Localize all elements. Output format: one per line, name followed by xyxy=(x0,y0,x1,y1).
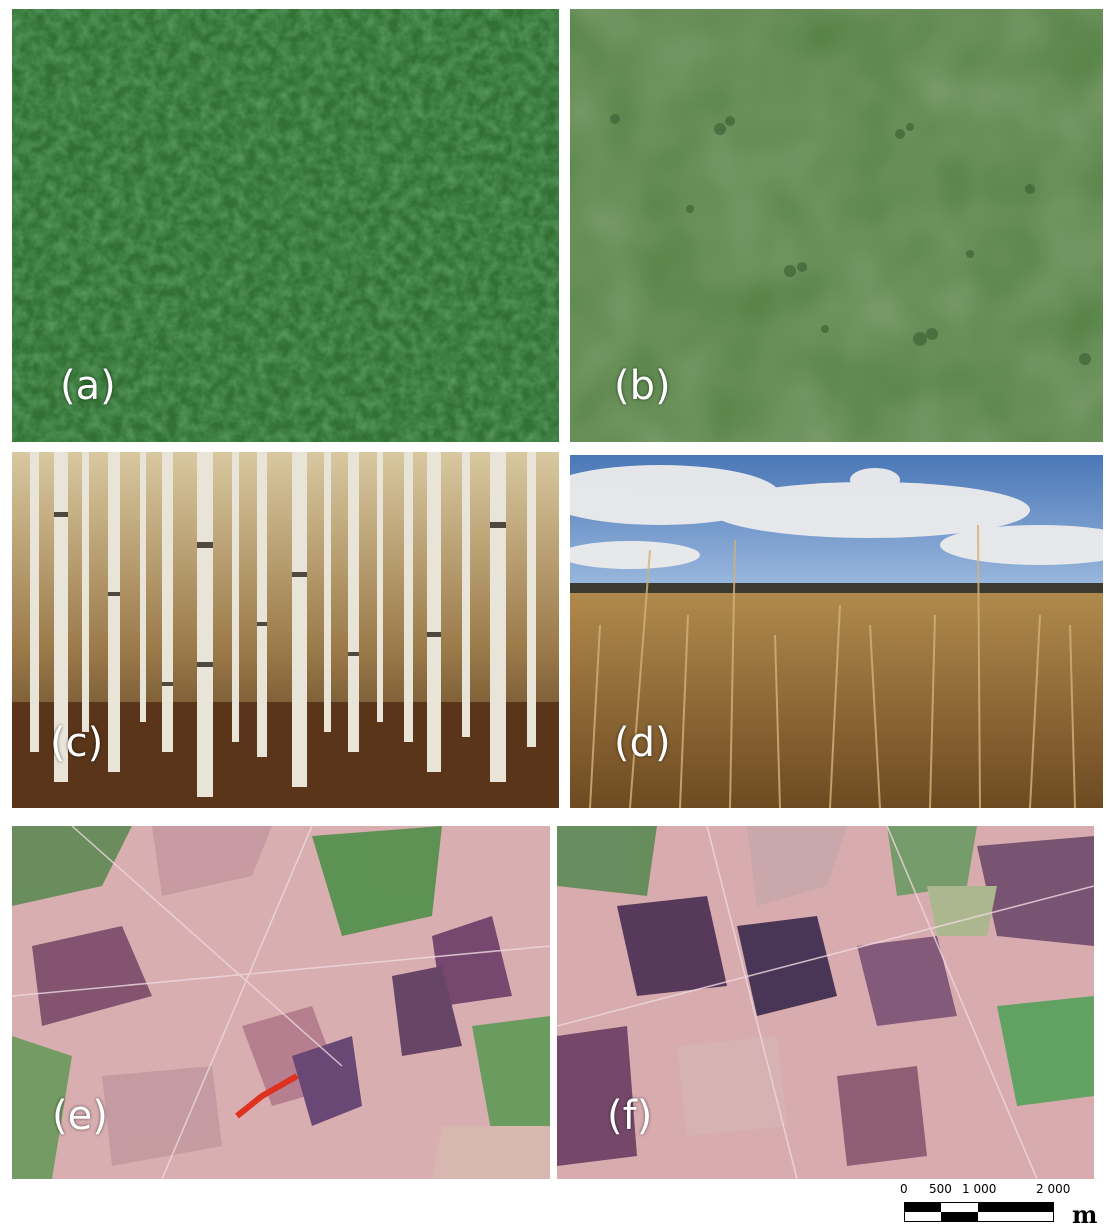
scale-unit: m xyxy=(1072,1200,1098,1229)
satellite-image-f: (f) xyxy=(557,826,1094,1179)
scale-bar: 0 500 1 000 2 000 m xyxy=(896,1182,1100,1229)
panel-label-a: (a) xyxy=(60,363,116,409)
scale-tick-500: 500 xyxy=(929,1182,952,1196)
aerial-meadow-image: (b) xyxy=(570,9,1103,442)
meadow-texture xyxy=(570,9,1103,442)
aerial-forest-image: (a) xyxy=(12,9,559,442)
scale-tick-2000: 2 000 xyxy=(1036,1182,1071,1196)
reed-field-scene xyxy=(570,455,1103,808)
scale-tick-1000: 1 000 xyxy=(962,1182,997,1196)
panel-label-e: (e) xyxy=(52,1093,108,1139)
birch-forest-photo: (c) xyxy=(12,452,559,808)
scale-bar-graphic xyxy=(904,1202,1054,1222)
panel-label-c: (c) xyxy=(50,720,104,766)
satellite-image-e: (e) xyxy=(12,826,550,1179)
satellite-fields-f xyxy=(557,826,1094,1179)
scale-tick-0: 0 xyxy=(900,1182,908,1196)
birch-forest-scene xyxy=(12,452,559,808)
reed-grass-photo: (d) xyxy=(570,455,1103,808)
panel-label-b: (b) xyxy=(614,363,671,409)
forest-canopy-texture xyxy=(12,9,559,442)
satellite-fields-e xyxy=(12,826,550,1179)
panel-label-f: (f) xyxy=(607,1093,653,1139)
panel-label-d: (d) xyxy=(614,720,671,766)
